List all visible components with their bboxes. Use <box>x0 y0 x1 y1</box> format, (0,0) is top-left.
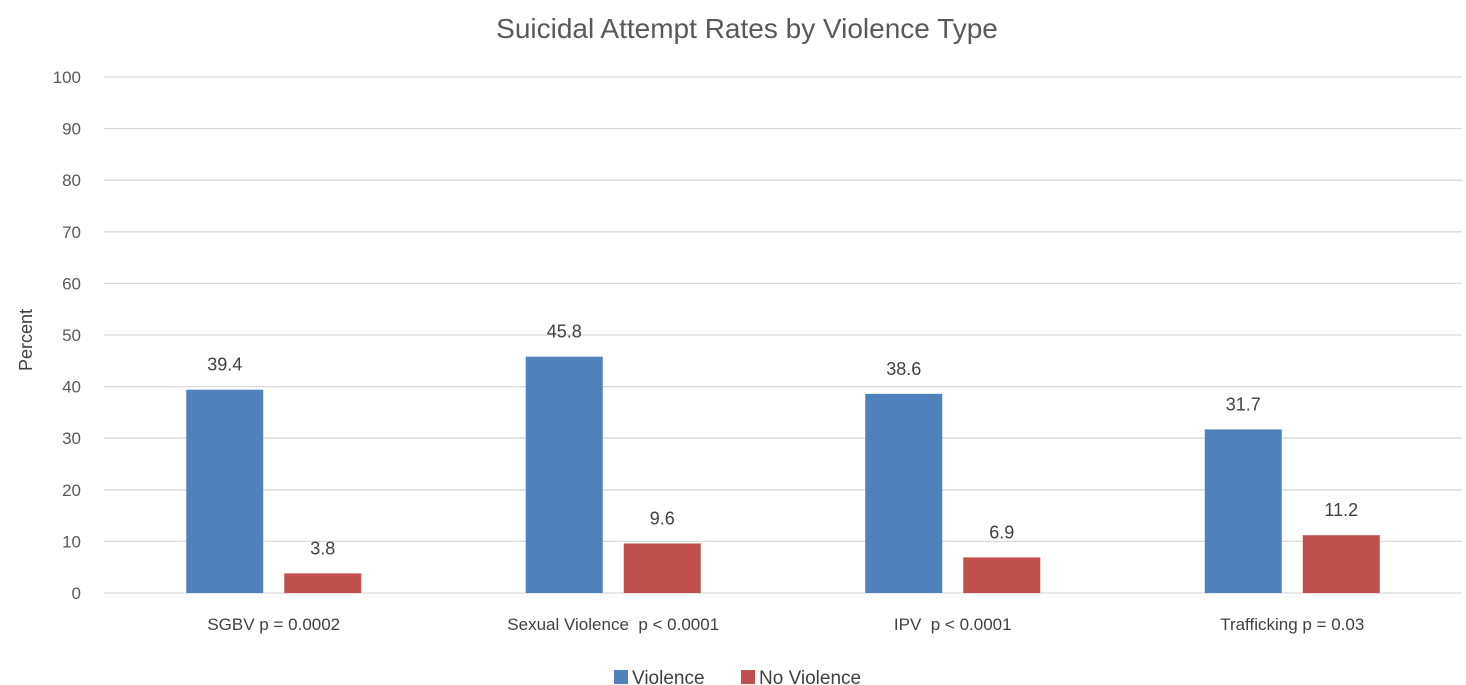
x-category-label: Trafficking p = 0.03 <box>1220 615 1364 634</box>
y-axis-label: Percent <box>16 309 36 371</box>
bars <box>186 356 1380 593</box>
y-tick-label: 70 <box>62 223 81 242</box>
bar-violence <box>865 393 943 593</box>
x-category-label: IPV p < 0.0001 <box>894 615 1012 634</box>
x-category-label: SGBV p = 0.0002 <box>207 615 340 634</box>
data-label: 3.8 <box>310 538 335 558</box>
bar-violence <box>1204 429 1282 593</box>
chart-title: Suicidal Attempt Rates by Violence Type <box>496 13 998 44</box>
data-label: 31.7 <box>1226 394 1261 414</box>
y-tick-label: 90 <box>62 120 81 139</box>
y-tick-label: 50 <box>62 326 81 345</box>
y-tick-label: 40 <box>62 378 81 397</box>
y-tick-label: 80 <box>62 171 81 190</box>
bar-violence <box>525 356 603 593</box>
y-tick-label: 20 <box>62 481 81 500</box>
data-labels: 39.4 3.8 45.8 9.6 38.6 6.9 31.7 11.2 <box>207 322 1358 559</box>
y-tick-label: 0 <box>72 584 81 603</box>
data-label: 38.6 <box>886 359 921 379</box>
bar-no-violence <box>963 557 1041 593</box>
legend-label: No Violence <box>759 668 861 685</box>
data-label: 45.8 <box>547 322 582 342</box>
bar-no-violence <box>284 573 362 593</box>
bar-no-violence <box>623 543 701 593</box>
y-tick-label: 30 <box>62 429 81 448</box>
legend-swatch <box>741 670 755 684</box>
y-tick-label: 10 <box>62 532 81 551</box>
y-tick-label: 100 <box>53 68 81 87</box>
bar-violence <box>186 389 264 593</box>
x-axis-categories: SGBV p = 0.0002 Sexual Violence p < 0.000… <box>207 615 1364 634</box>
data-label: 9.6 <box>650 508 675 528</box>
legend-swatch <box>614 670 628 684</box>
gridlines <box>104 76 1462 594</box>
data-label: 11.2 <box>1324 500 1358 520</box>
y-tick-label: 60 <box>62 274 81 293</box>
y-axis-ticks: 0 10 20 30 40 50 60 70 80 90 100 <box>53 68 81 603</box>
data-label: 39.4 <box>207 355 242 375</box>
legend-label: Violence <box>632 668 705 685</box>
x-category-label: Sexual Violence p < 0.0001 <box>507 615 719 634</box>
bar-no-violence <box>1302 535 1380 593</box>
legend: Violence No Violence <box>614 668 861 685</box>
data-label: 6.9 <box>989 522 1014 542</box>
